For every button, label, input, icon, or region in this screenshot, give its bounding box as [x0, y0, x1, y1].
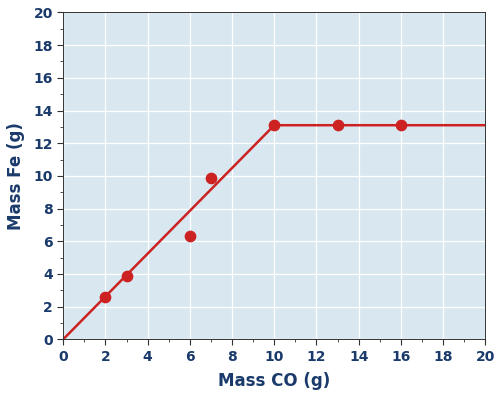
Point	[270, 122, 278, 128]
Point	[206, 174, 214, 181]
Point	[185, 233, 193, 239]
Point	[101, 294, 109, 300]
Point	[396, 122, 404, 128]
Point	[122, 272, 130, 279]
Y-axis label: Mass Fe (g): Mass Fe (g)	[7, 122, 25, 230]
Point	[333, 122, 341, 128]
X-axis label: Mass CO (g): Mass CO (g)	[218, 372, 330, 390]
